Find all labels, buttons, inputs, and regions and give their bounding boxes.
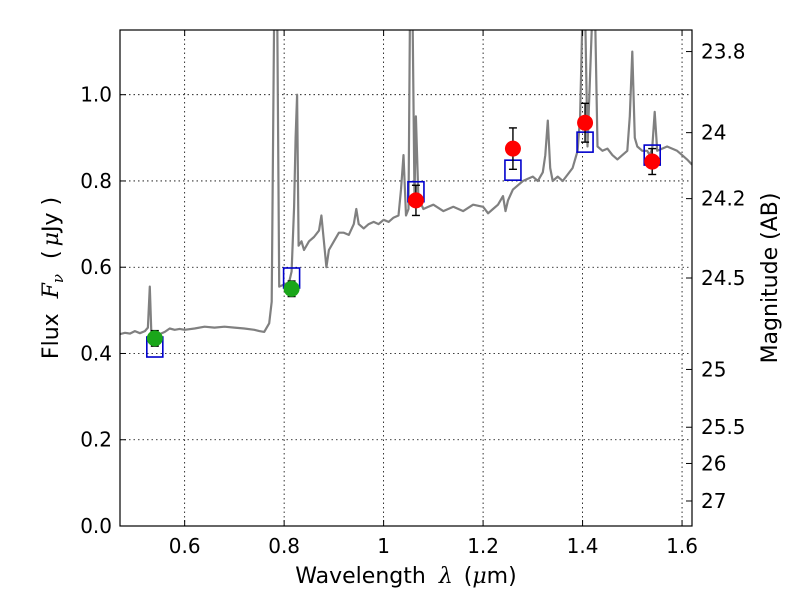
- x-tick-label: 0.6: [169, 534, 201, 558]
- observed-point-red: [504, 140, 521, 157]
- observed-point-red: [407, 192, 424, 209]
- magnitude-tick-label: 24: [701, 121, 726, 145]
- magnitude-tick-label: 25.5: [701, 415, 746, 439]
- observed-point-red: [644, 153, 661, 170]
- model-spectrum-line: [120, 30, 692, 336]
- y-tick-label: 0.6: [80, 255, 112, 279]
- magnitude-axis-label: Magnitude (AB): [758, 193, 783, 364]
- y-tick-labels: 0.0 0.2 0.4 0.6 0.8 1.0: [80, 83, 112, 538]
- magnitude-tick-label: 27: [701, 489, 726, 513]
- y-tick-label: 0.0: [80, 514, 112, 538]
- observed-points: [146, 114, 661, 347]
- magnitude-tick-label: 25: [701, 357, 726, 381]
- observed-point-green: [146, 330, 163, 347]
- x-tick-label: 1: [377, 534, 390, 558]
- y-tick-label: 1.0: [80, 83, 112, 107]
- y-tick-label: 0.4: [80, 341, 112, 365]
- magnitude-tick-label: 23.8: [701, 40, 746, 64]
- spectrum-layer: [120, 30, 692, 336]
- x-tick-label: 0.8: [268, 534, 300, 558]
- ticks: [120, 30, 692, 527]
- observed-point-green: [283, 280, 300, 297]
- observed-point-red: [577, 114, 594, 131]
- magnitude-tick-label: 24.2: [701, 187, 746, 211]
- x-tick-label: 1.6: [666, 534, 698, 558]
- x-axis-label: Wavelength λ (μm): [295, 564, 516, 589]
- magnitude-tick-label: 24.5: [701, 266, 746, 290]
- magnitude-tick-label: 26: [701, 451, 726, 475]
- magnitude-tick-labels: 23.8 24 24.2 24.5 25 25.5 26 27: [701, 40, 746, 513]
- x-tick-label: 1.4: [567, 534, 599, 558]
- y-tick-label: 0.2: [80, 428, 112, 452]
- y-tick-label: 0.8: [80, 169, 112, 193]
- x-tick-label: 1.2: [467, 534, 499, 558]
- x-tick-labels: 0.6 0.8 1 1.2 1.4 1.6: [169, 534, 698, 558]
- y-axis-label: Flux Fν (μJy ): [39, 197, 69, 359]
